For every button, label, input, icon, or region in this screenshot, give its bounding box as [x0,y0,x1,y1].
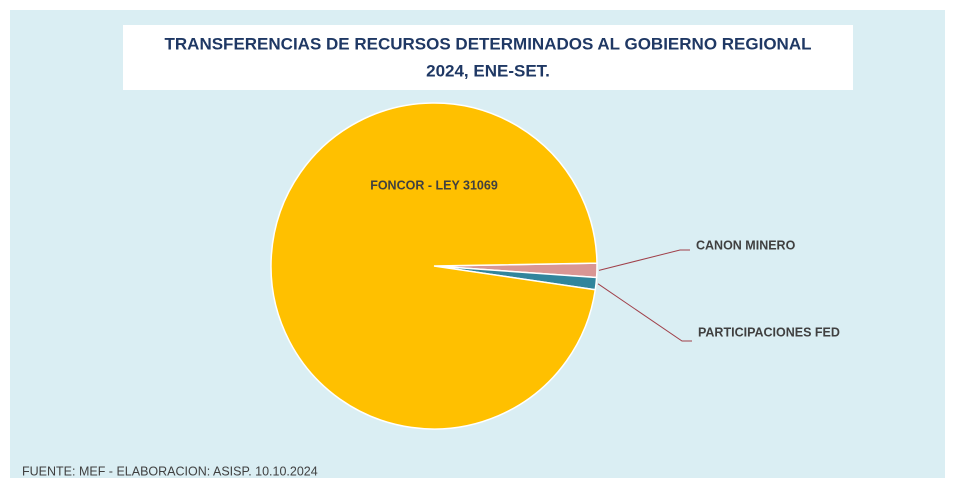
pie-slice [270,102,598,430]
slice-label: CANON MINERO [696,238,796,252]
source-note: FUENTE: MEF - ELABORACION: ASISP. 10.10.… [22,464,318,478]
title-box [123,25,853,90]
slice-label: PARTICIPACIONES FED [698,325,840,339]
slice-label: FONCOR - LEY 31069 [370,178,498,192]
chart-title: TRANSFERENCIAS DE RECURSOS DETERMINADOS … [165,34,812,53]
leader-line [597,283,692,342]
chart-title: 2024, ENE-SET. [426,61,550,80]
leader-line [598,249,690,271]
